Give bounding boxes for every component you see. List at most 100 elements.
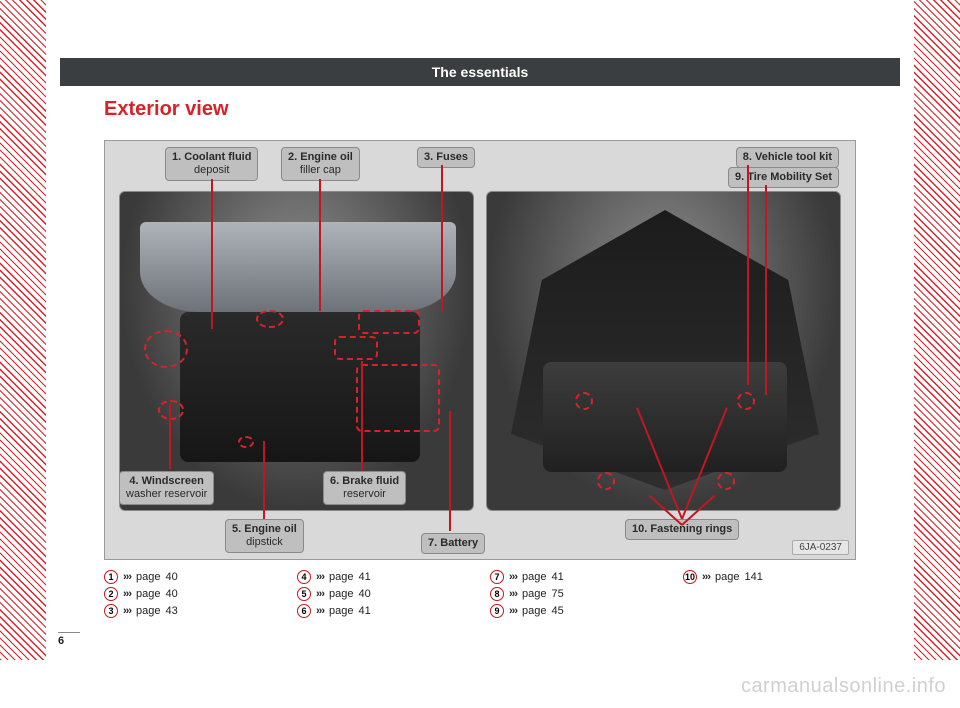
page-number: 40 bbox=[165, 571, 177, 583]
leader-9 bbox=[765, 185, 767, 395]
callout-4-num: 4. bbox=[129, 475, 138, 487]
target-battery bbox=[356, 364, 440, 432]
exterior-view-figure: 1. Coolant fluid deposit 2. Engine oil f… bbox=[104, 140, 856, 560]
callout-1-label: Coolant fluid bbox=[184, 151, 251, 163]
leader-5 bbox=[263, 441, 265, 519]
target-oilcap bbox=[256, 310, 284, 328]
page-word: page bbox=[136, 571, 160, 583]
callout-1-label2: deposit bbox=[172, 164, 251, 177]
page-number: 141 bbox=[744, 571, 762, 583]
legend-col-2: 4 ››› page 41 5 ››› page 40 6 ››› page 4… bbox=[297, 570, 470, 618]
callout-2-label2: filler cap bbox=[288, 164, 353, 177]
target-ring-2 bbox=[737, 392, 755, 410]
legend-num: 5 bbox=[297, 587, 311, 601]
legend-row: 6 ››› page 41 bbox=[297, 604, 470, 618]
header-bar: The essentials bbox=[60, 58, 900, 86]
target-ring-4 bbox=[717, 472, 735, 490]
callout-1: 1. Coolant fluid deposit bbox=[165, 147, 258, 181]
callout-4-label2: washer reservoir bbox=[126, 488, 207, 501]
page-word: page bbox=[715, 571, 739, 583]
page-number: 40 bbox=[358, 588, 370, 600]
legend-row: 8 ››› page 75 bbox=[490, 587, 663, 601]
callout-2: 2. Engine oil filler cap bbox=[281, 147, 360, 181]
arrows-icon: ››› bbox=[509, 605, 517, 617]
callout-3-label: Fuses bbox=[436, 151, 468, 163]
callout-9: 9. Tire Mobility Set bbox=[728, 167, 839, 188]
page-number: 41 bbox=[358, 571, 370, 583]
engine-bay-photo bbox=[119, 191, 474, 511]
page-word: page bbox=[329, 588, 353, 600]
legend-col-4: 10 ››› page 141 bbox=[683, 570, 856, 618]
leader-1 bbox=[211, 179, 213, 329]
page-word: page bbox=[329, 605, 353, 617]
callout-6-num: 6. bbox=[330, 475, 339, 487]
callout-5-label2: dipstick bbox=[232, 536, 297, 549]
legend-num: 1 bbox=[104, 570, 118, 584]
callout-1-num: 1. bbox=[172, 151, 181, 163]
page-number: 75 bbox=[551, 588, 563, 600]
callout-4: 4. Windscreen washer reservoir bbox=[119, 471, 214, 505]
trunk-floor bbox=[543, 362, 787, 472]
callout-8-label: Vehicle tool kit bbox=[755, 151, 832, 163]
callout-5: 5. Engine oil dipstick bbox=[225, 519, 304, 553]
page-word: page bbox=[522, 588, 546, 600]
legend-row: 7 ››› page 41 bbox=[490, 570, 663, 584]
engine-cowl bbox=[140, 222, 456, 312]
printed-page-number: 6 bbox=[58, 632, 80, 647]
page-word: page bbox=[136, 588, 160, 600]
callout-7-num: 7. bbox=[428, 537, 437, 549]
callout-7-label: Battery bbox=[440, 537, 478, 549]
callout-2-label: Engine oil bbox=[300, 151, 353, 163]
target-ring-3 bbox=[597, 472, 615, 490]
page-number: 45 bbox=[551, 605, 563, 617]
page-number: 40 bbox=[165, 588, 177, 600]
target-coolant bbox=[144, 330, 188, 368]
legend-num: 7 bbox=[490, 570, 504, 584]
legend-row: 3 ››› page 43 bbox=[104, 604, 277, 618]
page-hatch-left bbox=[0, 0, 46, 660]
arrows-icon: ››› bbox=[702, 571, 710, 583]
callout-10-num: 10. bbox=[632, 523, 647, 535]
page-word: page bbox=[522, 605, 546, 617]
leader-8 bbox=[747, 165, 749, 385]
callout-7: 7. Battery bbox=[421, 533, 485, 554]
arrows-icon: ››› bbox=[316, 571, 324, 583]
arrows-icon: ››› bbox=[316, 605, 324, 617]
legend-num: 3 bbox=[104, 604, 118, 618]
page-number: 43 bbox=[165, 605, 177, 617]
callout-8: 8. Vehicle tool kit bbox=[736, 147, 839, 168]
figure-id: 6JA-0237 bbox=[792, 540, 849, 555]
callout-8-num: 8. bbox=[743, 151, 752, 163]
callout-4-label: Windscreen bbox=[142, 475, 204, 487]
callout-9-label: Tire Mobility Set bbox=[747, 171, 832, 183]
arrows-icon: ››› bbox=[123, 588, 131, 600]
legend-row: 1 ››› page 40 bbox=[104, 570, 277, 584]
callout-10-label: Fastening rings bbox=[650, 523, 732, 535]
callout-9-num: 9. bbox=[735, 171, 744, 183]
watermark-text: carmanualsonline.info bbox=[741, 675, 946, 698]
legend-row: 9 ››› page 45 bbox=[490, 604, 663, 618]
legend-row: 2 ››› page 40 bbox=[104, 587, 277, 601]
callout-3: 3. Fuses bbox=[417, 147, 475, 168]
target-washer bbox=[158, 400, 184, 420]
leader-4 bbox=[169, 403, 171, 469]
legend-row: 5 ››› page 40 bbox=[297, 587, 470, 601]
arrows-icon: ››› bbox=[123, 571, 131, 583]
page-number: 41 bbox=[358, 605, 370, 617]
callout-2-num: 2. bbox=[288, 151, 297, 163]
trunk-photo bbox=[486, 191, 841, 511]
callout-5-label: Engine oil bbox=[244, 523, 297, 535]
legend-num: 4 bbox=[297, 570, 311, 584]
legend-num: 2 bbox=[104, 587, 118, 601]
arrows-icon: ››› bbox=[123, 605, 131, 617]
arrows-icon: ››› bbox=[316, 588, 324, 600]
legend-row: 4 ››› page 41 bbox=[297, 570, 470, 584]
page-number: 41 bbox=[551, 571, 563, 583]
leader-7 bbox=[449, 411, 451, 531]
leader-3 bbox=[441, 165, 443, 311]
leader-2 bbox=[319, 179, 321, 311]
legend-num: 6 bbox=[297, 604, 311, 618]
callout-6: 6. Brake fluid reservoir bbox=[323, 471, 406, 505]
page-word: page bbox=[522, 571, 546, 583]
legend-col-3: 7 ››› page 41 8 ››› page 75 9 ››› page 4… bbox=[490, 570, 663, 618]
